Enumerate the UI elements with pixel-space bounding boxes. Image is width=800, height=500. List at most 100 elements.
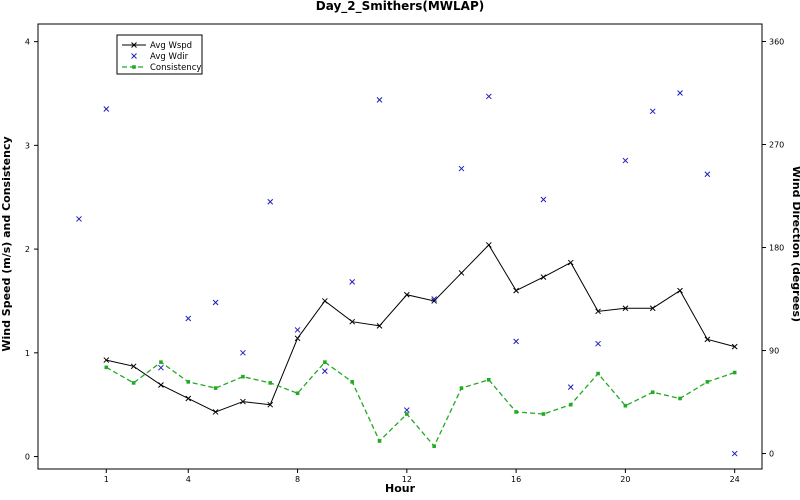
wdir-point bbox=[431, 296, 438, 302]
consistency-line bbox=[105, 361, 735, 448]
consistency-point bbox=[432, 444, 436, 448]
wspd-point bbox=[567, 259, 574, 266]
wdir-point bbox=[403, 407, 410, 413]
wdir-point bbox=[513, 338, 519, 345]
y-tick-label: 1 bbox=[25, 349, 30, 358]
wspd-point bbox=[595, 308, 601, 315]
consistency-point bbox=[350, 380, 354, 384]
wdir-point bbox=[322, 368, 328, 374]
consistency-point bbox=[596, 371, 600, 376]
wspd-point bbox=[130, 363, 137, 370]
x-tick-label: 16 bbox=[511, 475, 521, 484]
y2-tick-label: 360 bbox=[769, 38, 784, 47]
wdir-point bbox=[349, 279, 356, 285]
series-consistency bbox=[104, 360, 737, 448]
consistency-point bbox=[678, 396, 682, 401]
y2-tick-label: 270 bbox=[769, 141, 784, 150]
x-tick-label: 12 bbox=[402, 475, 412, 484]
y-ticks: 0 1 2 3 4 bbox=[25, 38, 38, 462]
wspd-point bbox=[103, 357, 110, 363]
wdir-point bbox=[103, 106, 110, 112]
consistency-point bbox=[541, 412, 546, 416]
wdir-point bbox=[158, 364, 164, 371]
wspd-point bbox=[431, 298, 438, 304]
series-layer bbox=[76, 63, 738, 457]
y-tick-label: 0 bbox=[25, 453, 30, 462]
y2-ticks: 0 90 180 270 360 bbox=[762, 38, 784, 459]
x-tick-label: 8 bbox=[295, 475, 300, 484]
consistency-point bbox=[377, 439, 382, 443]
wdir-point bbox=[731, 450, 738, 457]
legend-item: Avg Wdir bbox=[131, 52, 189, 62]
x-axis-label: Hour bbox=[385, 482, 416, 495]
wdir-point bbox=[267, 198, 274, 205]
legend-item: Consistency bbox=[122, 63, 201, 73]
consistency-point bbox=[650, 390, 655, 395]
y-axis-label: Wind Speed (m/s) and Consistency bbox=[0, 136, 13, 351]
wspd-point bbox=[322, 298, 328, 304]
y-tick-label: 4 bbox=[25, 38, 30, 47]
wspd-line bbox=[106, 244, 735, 413]
wdir-point bbox=[540, 196, 547, 203]
wspd-point bbox=[403, 291, 410, 298]
consistency-point bbox=[568, 402, 573, 407]
y-tick-label: 3 bbox=[25, 141, 30, 150]
wspd-point bbox=[458, 270, 465, 276]
wdir-point bbox=[704, 171, 711, 178]
wdir-point bbox=[649, 108, 656, 115]
consistency-point bbox=[405, 412, 409, 416]
wspd-point bbox=[540, 274, 547, 280]
consistency-point bbox=[295, 391, 300, 396]
x-tick-label: 4 bbox=[186, 475, 191, 484]
y2-axis-label: Wind Direction (degrees) bbox=[790, 166, 800, 322]
legend-marker bbox=[132, 65, 136, 69]
consistency-point bbox=[241, 374, 245, 379]
wspd-point bbox=[267, 401, 274, 408]
wdir-point bbox=[212, 299, 219, 306]
wspd-point bbox=[731, 343, 738, 350]
consistency-point bbox=[514, 410, 518, 414]
wdir-point bbox=[485, 93, 492, 100]
wspd-point bbox=[294, 335, 301, 342]
wdir-point bbox=[76, 216, 82, 222]
wspd-point bbox=[677, 287, 683, 294]
consistency-point bbox=[104, 365, 109, 370]
wspd-point bbox=[649, 305, 656, 312]
y2-tick-label: 180 bbox=[769, 244, 784, 253]
wspd-point bbox=[185, 395, 192, 402]
legend-label: Consistency bbox=[150, 63, 201, 73]
wdir-point bbox=[294, 327, 301, 333]
wdir-point bbox=[240, 349, 246, 356]
consistency-point bbox=[459, 386, 464, 390]
wspd-point bbox=[485, 242, 492, 248]
y-tick-label: 2 bbox=[25, 245, 30, 254]
consistency-point bbox=[323, 360, 327, 364]
legend-marker bbox=[131, 42, 137, 48]
wdir-point bbox=[622, 157, 629, 164]
wspd-point bbox=[158, 382, 164, 388]
legend-item: Avg Wspd bbox=[122, 41, 192, 51]
consistency-point bbox=[186, 380, 191, 384]
wspd-point bbox=[513, 287, 519, 294]
consistency-point bbox=[159, 360, 163, 364]
wspd-point bbox=[622, 305, 629, 312]
consistency-point bbox=[705, 380, 710, 384]
legend-label: Avg Wspd bbox=[150, 41, 192, 51]
wdir-point bbox=[185, 315, 192, 322]
wspd-point bbox=[704, 336, 711, 343]
wspd-point bbox=[376, 322, 383, 329]
x-tick-label: 20 bbox=[620, 475, 630, 484]
consistency-point bbox=[486, 377, 491, 382]
wspd-point bbox=[349, 318, 356, 325]
wdir-point bbox=[458, 165, 465, 172]
y2-tick-label: 0 bbox=[769, 450, 774, 459]
wdir-point bbox=[567, 384, 574, 391]
x-tick-label: 1 bbox=[104, 475, 109, 484]
x-tick-label: 24 bbox=[730, 475, 740, 484]
wspd-point bbox=[212, 409, 219, 415]
wdir-point bbox=[677, 90, 683, 96]
wdir-point bbox=[595, 340, 601, 347]
